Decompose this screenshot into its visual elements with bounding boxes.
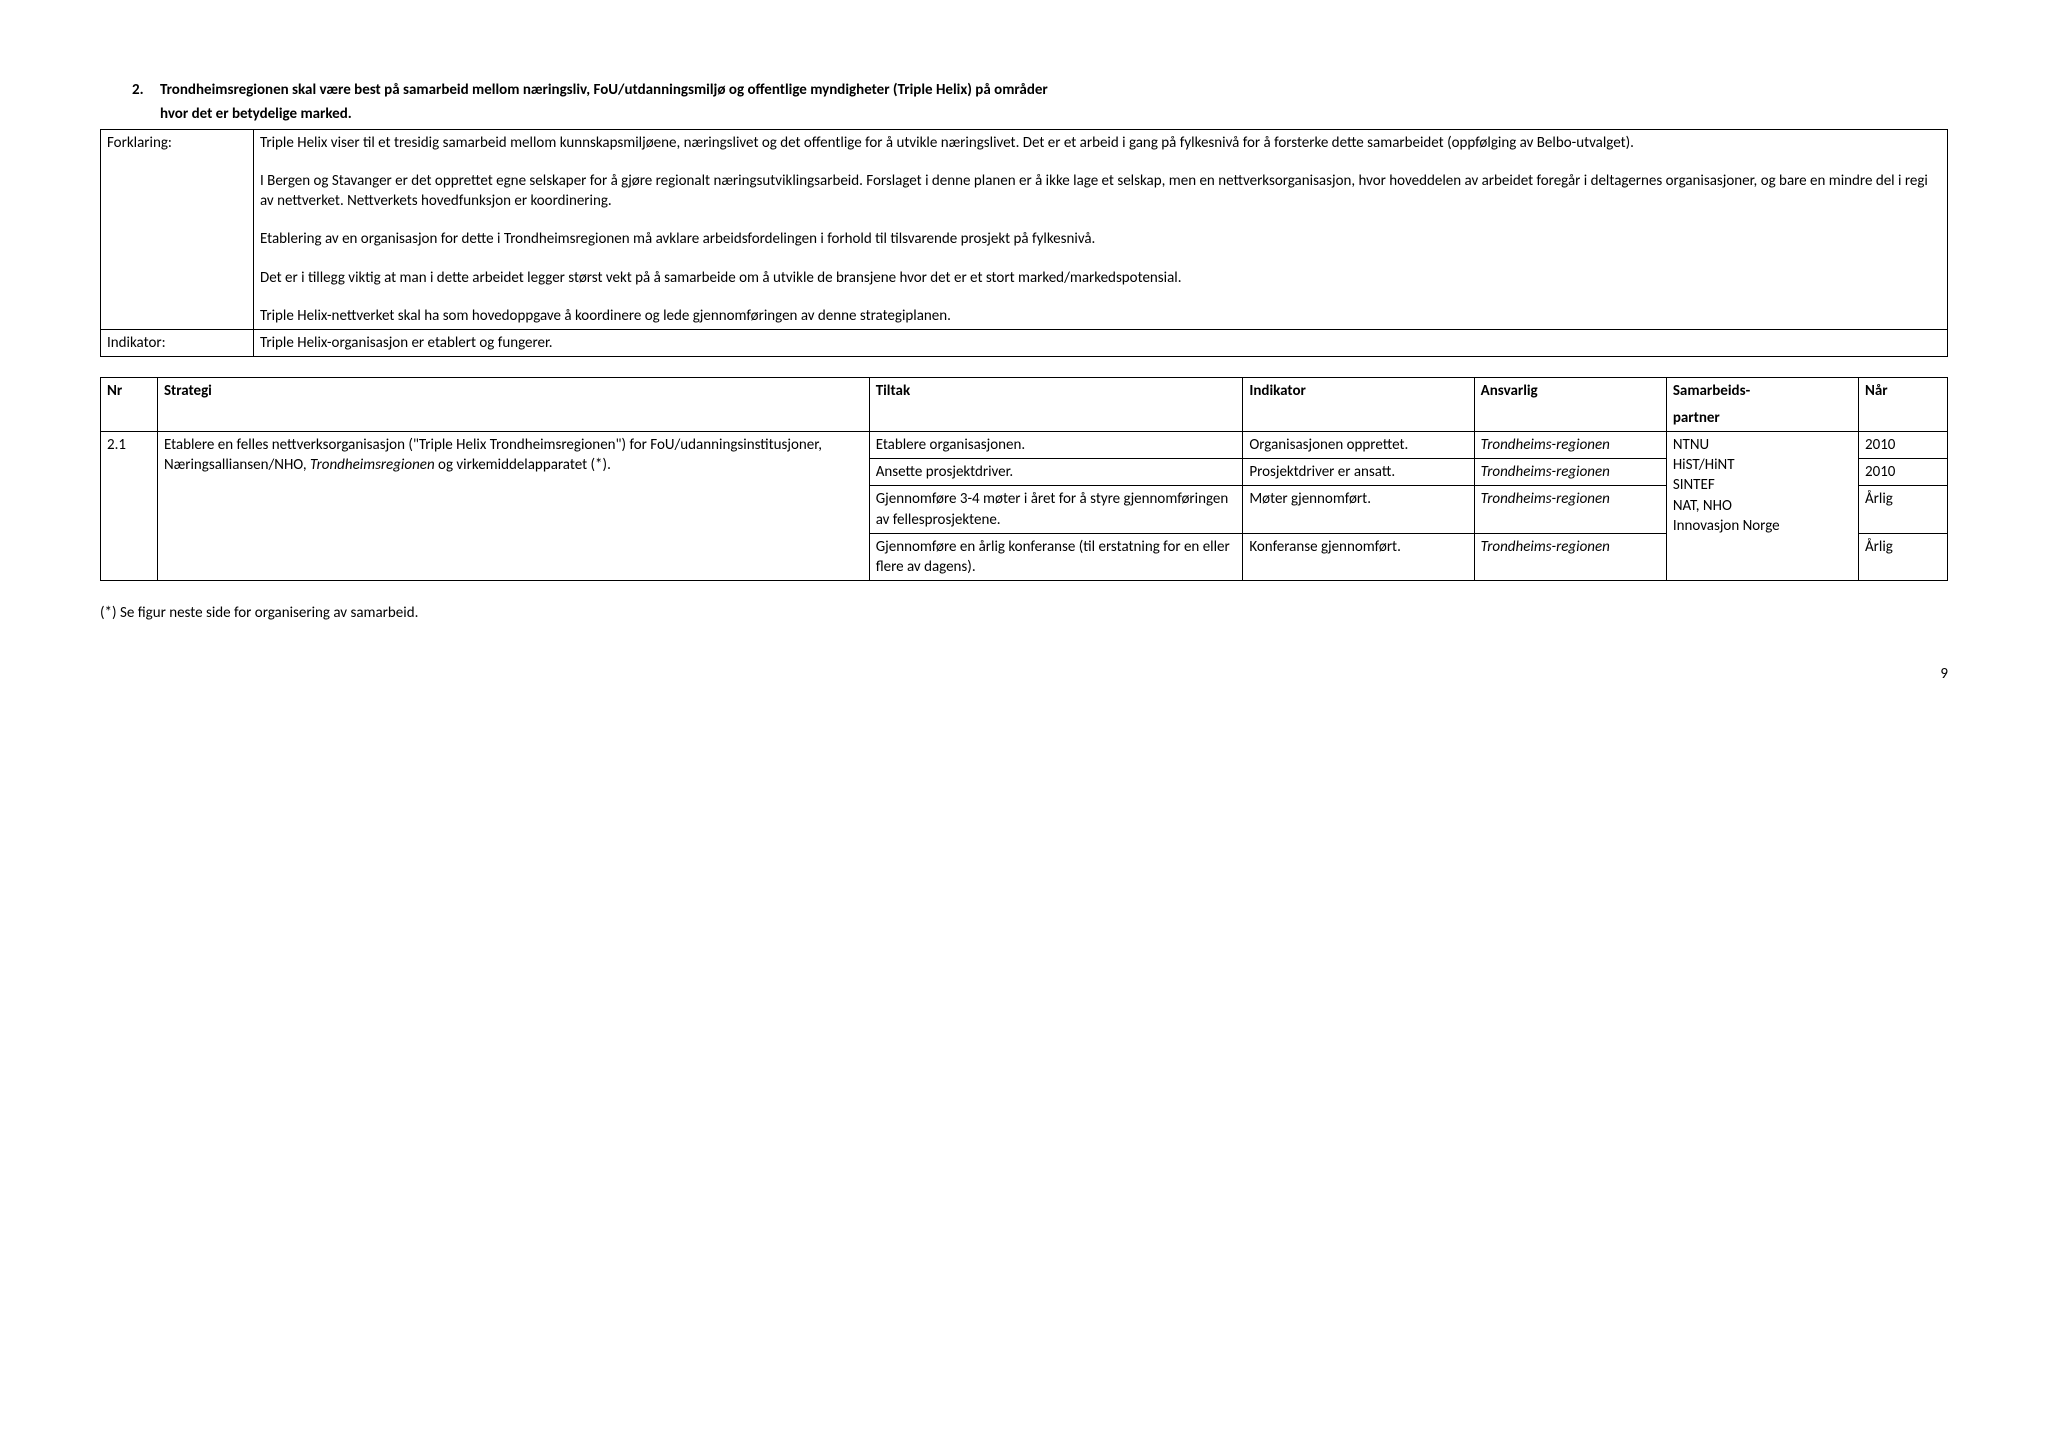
col-header-tiltak: Tiltak xyxy=(869,378,1243,432)
paragraph: Det er i tillegg viktig at man i dette a… xyxy=(260,268,1941,288)
cell-indikator: Organisasjonen opprettet. xyxy=(1243,431,1474,458)
col-header-partner-l1: Samarbeids- xyxy=(1666,378,1858,405)
cell-nar: Årlig xyxy=(1859,533,1948,581)
info-label: Forklaring: xyxy=(101,129,254,330)
cell-nar: 2010 xyxy=(1859,459,1948,486)
col-header-strategi: Strategi xyxy=(157,378,869,432)
cell-ansvarlig: Trondheims-regionen xyxy=(1474,459,1666,486)
col-header-indikator: Indikator xyxy=(1243,378,1474,432)
partner-line: SINTEF xyxy=(1673,476,1715,494)
paragraph: I Bergen og Stavanger er det opprettet e… xyxy=(260,171,1941,212)
strategy-table: Nr Strategi Tiltak Indikator Ansvarlig S… xyxy=(100,377,1948,581)
col-header-partner-l2: partner xyxy=(1666,405,1858,432)
info-content: Triple Helix-organisasjon er etablert og… xyxy=(254,330,1948,357)
info-content: Triple Helix viser til et tresidig samar… xyxy=(254,129,1948,330)
page-number: 9 xyxy=(100,664,1948,684)
cell-tiltak: Gjennomføre 3-4 møter i året for å styre… xyxy=(869,486,1243,534)
heading-line1: Trondheimsregionen skal være best på sam… xyxy=(160,81,1048,99)
cell-strategi: Etablere en felles nettverksorganisasjon… xyxy=(157,431,869,581)
table-row: Indikator: Triple Helix-organisasjon er … xyxy=(101,330,1948,357)
cell-indikator: Prosjektdriver er ansatt. xyxy=(1243,459,1474,486)
cell-ansvarlig: Trondheims-regionen xyxy=(1474,486,1666,534)
heading-number: 2. xyxy=(132,80,160,100)
cell-tiltak: Etablere organisasjonen. xyxy=(869,431,1243,458)
col-header-nar: Når xyxy=(1859,378,1948,432)
partner-line: NTNU xyxy=(1673,436,1709,454)
cell-nar: Årlig xyxy=(1859,486,1948,534)
col-header-nr: Nr xyxy=(101,378,158,432)
table-row: Forklaring: Triple Helix viser til et tr… xyxy=(101,129,1948,330)
paragraph: Triple Helix viser til et tresidig samar… xyxy=(260,133,1941,153)
heading-line2: hvor det er betydelige marked. xyxy=(160,105,352,123)
col-header-ansvarlig: Ansvarlig xyxy=(1474,378,1666,432)
table-header-row: Nr Strategi Tiltak Indikator Ansvarlig S… xyxy=(101,378,1948,405)
info-label: Indikator: xyxy=(101,330,254,357)
cell-nar: 2010 xyxy=(1859,431,1948,458)
partner-line: HiST/HiNT xyxy=(1673,456,1735,474)
strategi-italic: Trondheimsregionen xyxy=(310,456,435,474)
paragraph: Etablering av en organisasjon for dette … xyxy=(260,229,1941,249)
partner-line: Innovasjon Norge xyxy=(1673,517,1780,535)
footnote: (*) Se figur neste side for organisering… xyxy=(100,603,1948,623)
info-table: Forklaring: Triple Helix viser til et tr… xyxy=(100,129,1948,358)
cell-partner: NTNU HiST/HiNT SINTEF NAT, NHO Innovasjo… xyxy=(1666,431,1858,581)
table-row: 2.1 Etablere en felles nettverksorganisa… xyxy=(101,431,1948,458)
cell-tiltak: Gjennomføre en årlig konferanse (til ers… xyxy=(869,533,1243,581)
cell-indikator: Møter gjennomført. xyxy=(1243,486,1474,534)
strategi-text-2: og virkemiddelapparatet (*). xyxy=(435,456,611,474)
section-heading: 2.Trondheimsregionen skal være best på s… xyxy=(100,80,1948,100)
section-heading-cont: hvor det er betydelige marked. xyxy=(100,104,1948,124)
cell-tiltak: Ansette prosjektdriver. xyxy=(869,459,1243,486)
paragraph: Triple Helix-nettverket skal ha som hove… xyxy=(260,306,1941,326)
cell-ansvarlig: Trondheims-regionen xyxy=(1474,533,1666,581)
cell-indikator: Konferanse gjennomført. xyxy=(1243,533,1474,581)
partner-line: NAT, NHO xyxy=(1673,497,1732,515)
cell-ansvarlig: Trondheims-regionen xyxy=(1474,431,1666,458)
cell-nr: 2.1 xyxy=(101,431,158,581)
